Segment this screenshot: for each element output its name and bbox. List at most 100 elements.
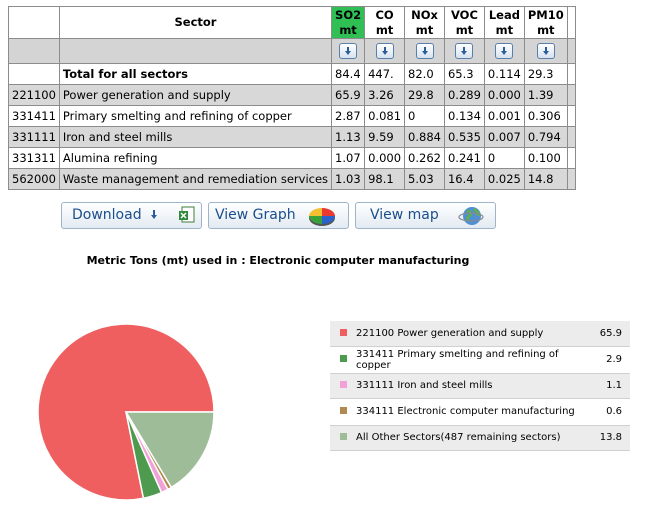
sector-code: 331111 bbox=[8, 126, 60, 148]
column-header-pm10[interactable]: PM10 mt bbox=[523, 6, 568, 39]
sector-header[interactable]: Sector bbox=[58, 6, 333, 39]
sort-down-icon[interactable] bbox=[455, 43, 474, 59]
column-header-so2[interactable]: SO2 mt bbox=[331, 6, 366, 39]
sort-co-cell bbox=[364, 38, 406, 64]
view-graph-label: View Graph bbox=[215, 207, 296, 223]
sector-code: 331411 bbox=[8, 105, 60, 127]
chart-legend: 221100 Power generation and supply 65.9 … bbox=[330, 321, 630, 451]
sector-name[interactable]: Iron and steel mills bbox=[58, 126, 333, 148]
pie-chart bbox=[37, 323, 215, 501]
sector-name[interactable]: Waste management and remediation service… bbox=[58, 168, 333, 190]
legend-item: All Other Sectors(487 remaining sectors)… bbox=[330, 425, 630, 451]
legend-label: 221100 Power generation and supply bbox=[352, 321, 596, 347]
sort-down-icon[interactable] bbox=[415, 43, 434, 59]
code-header bbox=[8, 6, 60, 39]
view-map-label: View map bbox=[370, 207, 439, 223]
legend-item: 331411 Primary smelting and refining of … bbox=[330, 346, 630, 374]
download-label: Download bbox=[72, 207, 142, 223]
co-value: 0.081 bbox=[364, 105, 406, 127]
legend-value: 13.8 bbox=[595, 425, 630, 451]
legend-item: 221100 Power generation and supply 65.9 bbox=[330, 321, 630, 347]
sort-down-icon[interactable] bbox=[339, 43, 358, 59]
co-value: 0.000 bbox=[364, 147, 406, 169]
legend-label: 331111 Iron and steel mills bbox=[352, 373, 596, 399]
table-row[interactable]: 331111 Iron and steel mills 1.13 9.59 0.… bbox=[8, 126, 576, 148]
legend-value: 0.6 bbox=[595, 398, 630, 426]
sector-name[interactable]: Power generation and supply bbox=[58, 84, 333, 106]
sort-down-icon[interactable] bbox=[536, 43, 555, 59]
column-header-voc[interactable]: VOC mt bbox=[443, 6, 485, 39]
legend-swatch bbox=[340, 433, 347, 440]
arrow-row-blank bbox=[566, 38, 576, 64]
arrow-row-blank bbox=[8, 38, 60, 64]
sector-name[interactable]: Alumina refining bbox=[58, 147, 333, 169]
sort-down-icon[interactable] bbox=[495, 43, 514, 59]
sort-pm10-cell bbox=[523, 38, 568, 64]
total-label: Total for all sectors bbox=[58, 63, 333, 85]
sector-name[interactable]: Primary smelting and refining of copper bbox=[58, 105, 333, 127]
table-row[interactable]: 562000 Waste management and remediation … bbox=[8, 168, 576, 190]
voc-value: 0.241 bbox=[443, 147, 485, 169]
emissions-table: Sector SO2 mt CO mt NOx mt VOC mt Lead mt PM1… bbox=[8, 6, 576, 190]
pm10-value: 14.8 bbox=[523, 168, 568, 190]
lead-value: 0.025 bbox=[483, 168, 525, 190]
nox-value: 0.884 bbox=[404, 126, 445, 148]
lead-value: 0.007 bbox=[483, 126, 525, 148]
total-spacer bbox=[566, 63, 576, 85]
column-header-lead[interactable]: Lead mt bbox=[483, 6, 525, 39]
row-spacer bbox=[566, 168, 576, 190]
sort-nox-cell bbox=[404, 38, 445, 64]
table-row[interactable]: 331311 Alumina refining 1.07 0.000 0.262… bbox=[8, 147, 576, 169]
table-row[interactable]: 221100 Power generation and supply 65.9 … bbox=[8, 84, 576, 106]
total-voc: 65.3 bbox=[443, 63, 485, 85]
column-header-co[interactable]: CO mt bbox=[364, 6, 406, 39]
voc-value: 0.289 bbox=[443, 84, 485, 106]
pie-slice-5[interactable] bbox=[124, 411, 215, 489]
row-spacer bbox=[566, 147, 576, 169]
sort-down-icon[interactable] bbox=[375, 43, 394, 59]
nox-value: 29.8 bbox=[404, 84, 445, 106]
row-spacer bbox=[566, 84, 576, 106]
voc-value: 0.134 bbox=[443, 105, 485, 127]
legend-value: 65.9 bbox=[595, 321, 630, 347]
column-header-nox[interactable]: NOx mt bbox=[404, 6, 445, 39]
lead-value: 0.001 bbox=[483, 105, 525, 127]
globe-icon bbox=[458, 207, 484, 225]
view-map-button[interactable]: View map bbox=[355, 202, 496, 229]
total-so2: 84.4 bbox=[331, 63, 366, 85]
so2-value: 2.87 bbox=[331, 105, 366, 127]
so2-value: 1.07 bbox=[331, 147, 366, 169]
legend-value: 1.1 bbox=[595, 373, 630, 399]
legend-item: 331111 Iron and steel mills 1.1 bbox=[330, 373, 630, 399]
pie-chart-icon bbox=[309, 208, 335, 226]
total-code bbox=[8, 63, 60, 85]
pm10-value: 0.794 bbox=[523, 126, 568, 148]
view-graph-button[interactable]: View Graph bbox=[208, 202, 349, 229]
legend-label: All Other Sectors(487 remaining sectors) bbox=[352, 425, 596, 451]
voc-value: 16.4 bbox=[443, 168, 485, 190]
lead-value: 0 bbox=[483, 147, 525, 169]
legend-value: 2.9 bbox=[595, 346, 630, 374]
legend-item: 334111 Electronic computer manufacturing… bbox=[330, 398, 630, 426]
nox-value: 5.03 bbox=[404, 168, 445, 190]
legend-swatch bbox=[340, 328, 347, 336]
table-row[interactable]: 331411 Primary smelting and refining of … bbox=[8, 105, 576, 127]
legend-label: 334111 Electronic computer manufacturing bbox=[352, 398, 596, 426]
sector-code: 221100 bbox=[8, 84, 60, 106]
lead-value: 0.000 bbox=[483, 84, 525, 106]
sector-code: 562000 bbox=[8, 168, 60, 190]
total-nox: 82.0 bbox=[404, 63, 445, 85]
chart-title: Metric Tons (mt) used in : Electronic co… bbox=[86, 254, 470, 267]
sort-voc-cell bbox=[443, 38, 485, 64]
legend-swatch bbox=[340, 381, 347, 388]
pm10-value: 0.306 bbox=[523, 105, 568, 127]
total-pm10: 29.3 bbox=[523, 63, 568, 85]
row-spacer bbox=[566, 126, 576, 148]
so2-value: 1.13 bbox=[331, 126, 366, 148]
legend-swatch bbox=[340, 407, 347, 414]
excel-icon bbox=[179, 206, 195, 223]
sort-lead-cell bbox=[483, 38, 525, 64]
arrow-row-blank bbox=[58, 38, 333, 64]
download-button[interactable]: Download bbox=[61, 202, 202, 229]
nox-value: 0 bbox=[404, 105, 445, 127]
